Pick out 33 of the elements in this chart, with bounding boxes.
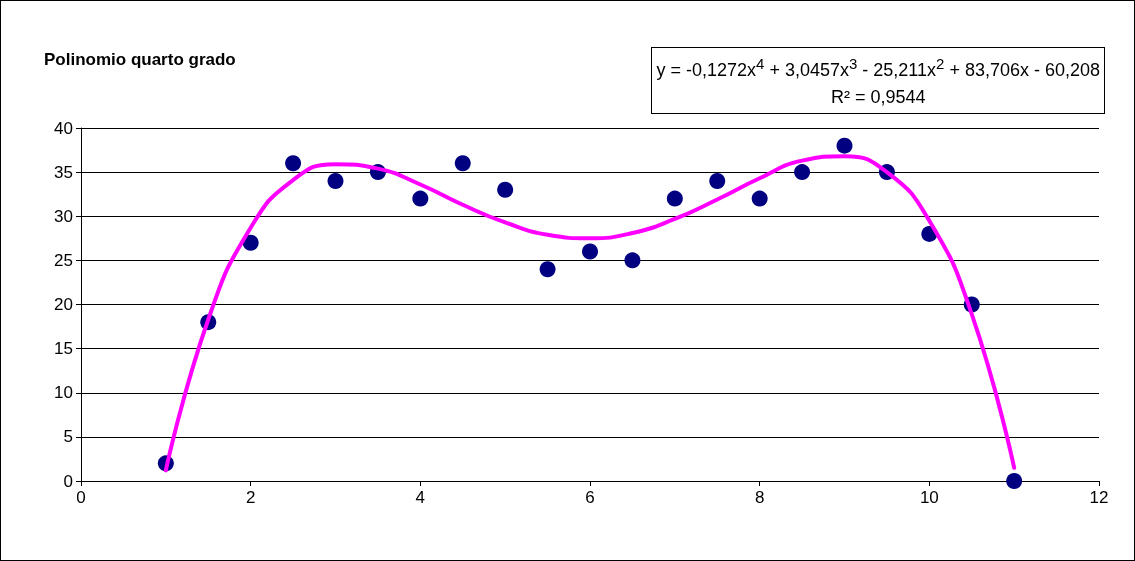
point [709, 172, 726, 189]
point [539, 261, 556, 278]
x-tick-label: 10 [919, 488, 939, 507]
y-tick-label: 40 [54, 118, 73, 138]
y-tick-label: 0 [63, 471, 73, 491]
y-tick-label: 30 [54, 206, 73, 226]
text: y = -0,1272x$^{4}$ + 3,0457x$^{3}$ - 25,211x$^{2}$ + 83,706x - 60,208 R² = 0,9544 [656, 55, 1100, 107]
point [327, 172, 344, 189]
x-tick-label: 4 [415, 488, 426, 507]
y-tick-label: 10 [54, 383, 73, 403]
y-tick-label: 20 [54, 295, 73, 314]
point [666, 190, 683, 207]
x-tick-label: 8 [754, 488, 765, 507]
point [1006, 473, 1023, 489]
point [412, 190, 429, 207]
chart-title: Polinomio quarto grado [44, 50, 236, 69]
point [624, 252, 641, 269]
point [794, 164, 811, 181]
y-tick-label: 35 [54, 162, 73, 182]
y-tick-label: 15 [54, 339, 73, 359]
point [242, 234, 259, 251]
x-tick-label: 12 [1089, 488, 1109, 507]
point [497, 181, 514, 198]
point [836, 137, 853, 154]
x-tick-label: 6 [585, 488, 595, 507]
y-tick-label: 5 [63, 427, 73, 447]
x-tick-label: 2 [245, 488, 256, 507]
x-tick-label: 0 [76, 488, 86, 507]
y-tick-label: 25 [54, 250, 73, 270]
point [582, 243, 598, 260]
point [285, 155, 302, 172]
point [751, 190, 768, 207]
point [454, 155, 471, 172]
